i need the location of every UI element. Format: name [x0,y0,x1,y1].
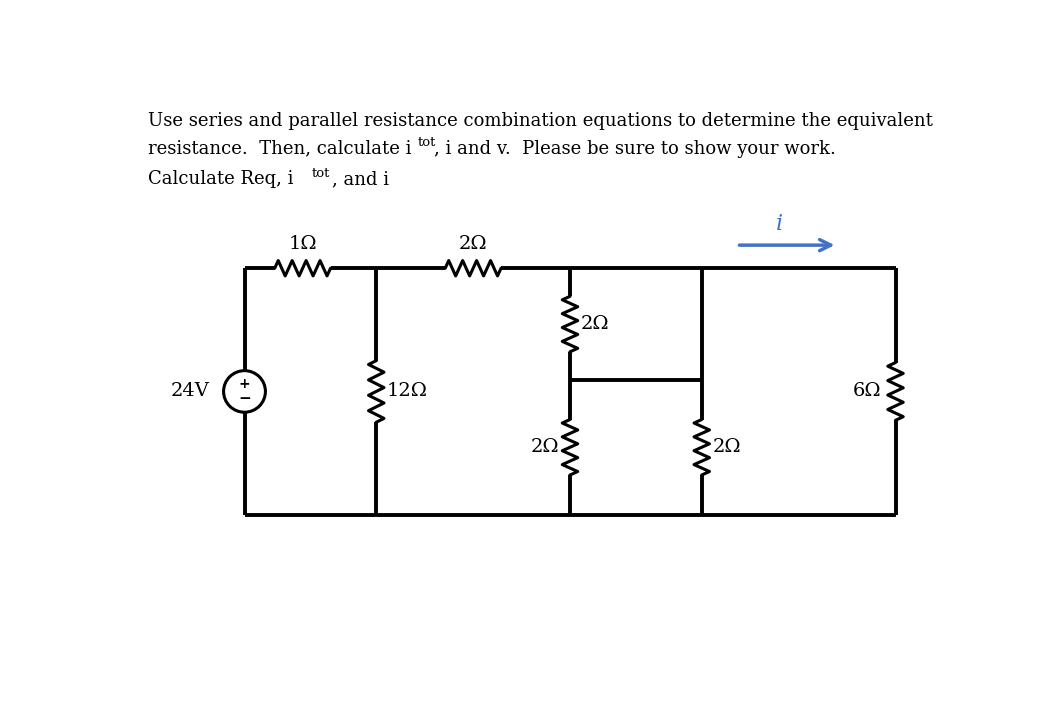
Text: , and i: , and i [332,170,389,188]
Text: +: + [239,377,251,391]
Text: Use series and parallel resistance combination equations to determine the equiva: Use series and parallel resistance combi… [148,112,932,130]
Text: 2Ω: 2Ω [459,235,487,253]
Text: , i and v.  Please be sure to show your work.: , i and v. Please be sure to show your w… [434,140,836,158]
Text: −: − [238,391,251,406]
Text: 2Ω: 2Ω [712,438,741,456]
Text: 24V: 24V [171,382,209,400]
Text: i: i [776,213,783,235]
Text: 12Ω: 12Ω [387,382,428,400]
Text: 2Ω: 2Ω [581,315,610,333]
Text: tot: tot [312,167,330,180]
Text: resistance.  Then, calculate i: resistance. Then, calculate i [148,140,411,158]
Text: 2Ω: 2Ω [531,438,559,456]
Text: 1Ω: 1Ω [289,235,317,253]
Text: 6Ω: 6Ω [853,382,882,400]
Text: Calculate Req, i: Calculate Req, i [148,170,293,188]
Text: tot: tot [418,136,435,149]
